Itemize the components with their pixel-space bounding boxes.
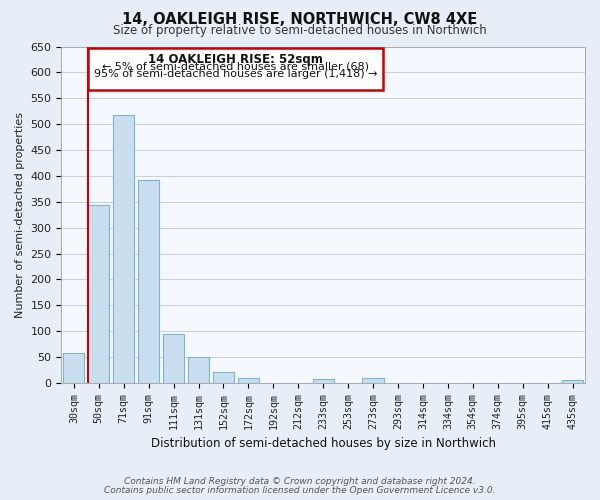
Bar xyxy=(63,353,85,383)
Text: Contains public sector information licensed under the Open Government Licence v3: Contains public sector information licen… xyxy=(104,486,496,495)
Text: 95% of semi-detached houses are larger (1,418) →: 95% of semi-detached houses are larger (… xyxy=(94,70,377,80)
Bar xyxy=(213,372,234,383)
Bar xyxy=(88,206,109,383)
Bar xyxy=(562,380,583,383)
Bar xyxy=(113,115,134,383)
Text: Size of property relative to semi-detached houses in Northwich: Size of property relative to semi-detach… xyxy=(113,24,487,37)
Y-axis label: Number of semi-detached properties: Number of semi-detached properties xyxy=(15,112,25,318)
Bar xyxy=(88,48,383,90)
X-axis label: Distribution of semi-detached houses by size in Northwich: Distribution of semi-detached houses by … xyxy=(151,437,496,450)
Bar xyxy=(313,379,334,383)
Text: Contains HM Land Registry data © Crown copyright and database right 2024.: Contains HM Land Registry data © Crown c… xyxy=(124,478,476,486)
Bar xyxy=(188,357,209,383)
Bar xyxy=(138,180,159,383)
Bar xyxy=(238,378,259,383)
Text: 14, OAKLEIGH RISE, NORTHWICH, CW8 4XE: 14, OAKLEIGH RISE, NORTHWICH, CW8 4XE xyxy=(122,12,478,26)
Text: ← 5% of semi-detached houses are smaller (68): ← 5% of semi-detached houses are smaller… xyxy=(102,62,369,72)
Bar xyxy=(163,334,184,383)
Text: 14 OAKLEIGH RISE: 52sqm: 14 OAKLEIGH RISE: 52sqm xyxy=(148,53,323,66)
Bar xyxy=(362,378,383,383)
